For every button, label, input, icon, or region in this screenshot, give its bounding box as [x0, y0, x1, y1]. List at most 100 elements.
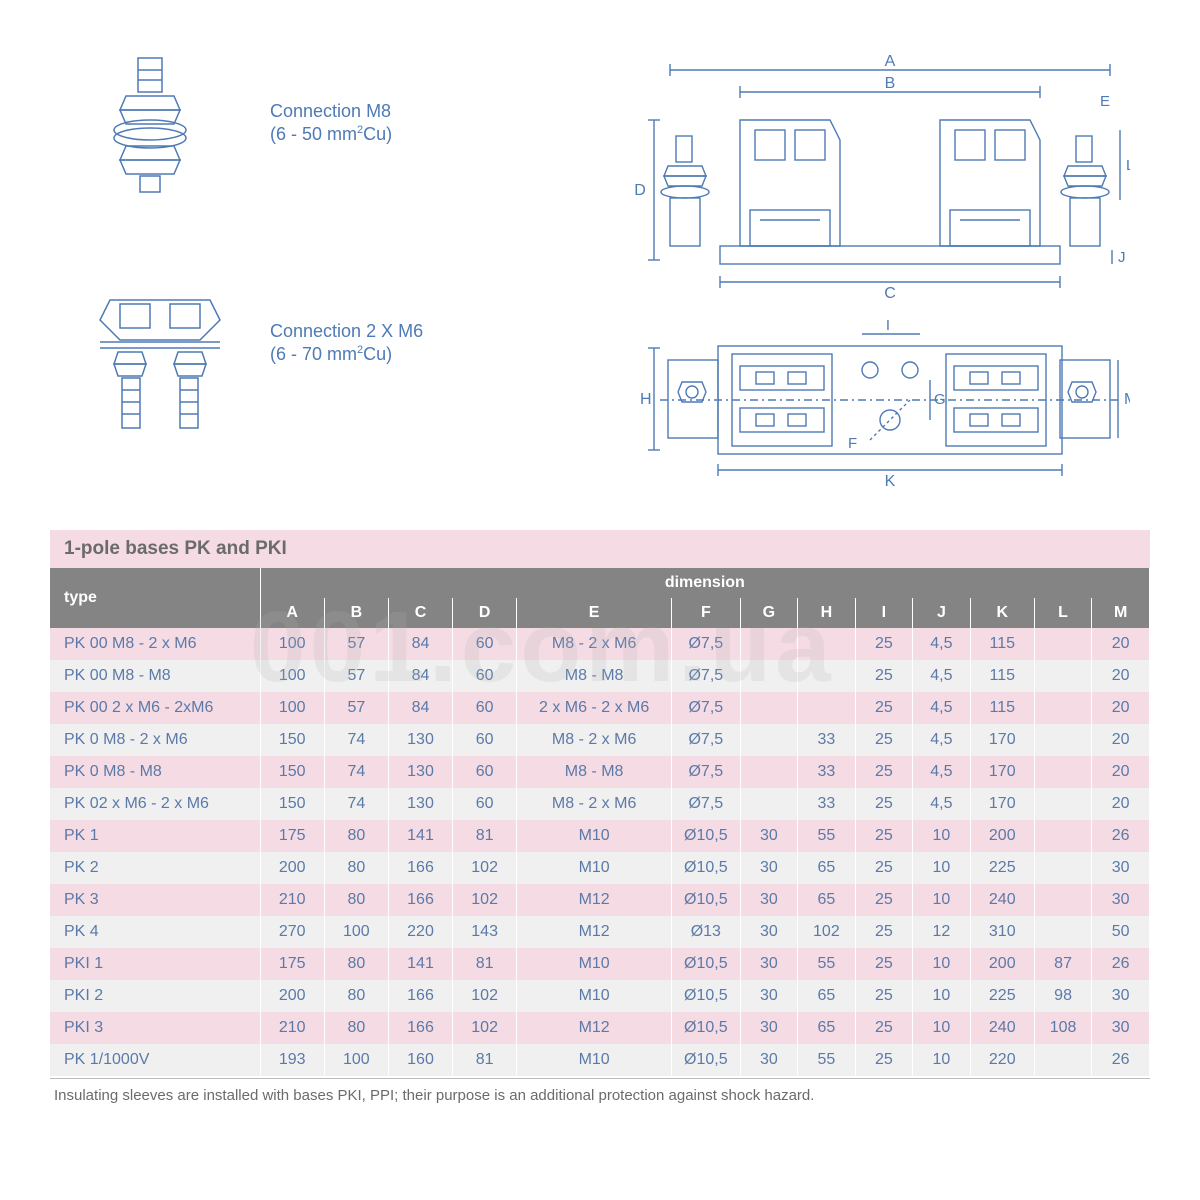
value-cell: M10 [517, 820, 672, 852]
table-row: PK 00 2 x M6 - 2xM61005784602 x M6 - 2 x… [50, 692, 1150, 724]
type-cell: PK 4 [50, 916, 260, 948]
value-cell [1034, 724, 1092, 756]
value-cell: 20 [1092, 756, 1150, 788]
value-cell: 115 [970, 660, 1034, 692]
value-cell: Ø7,5 [672, 788, 741, 820]
connection-m8-label: Connection M8 (6 - 50 mm2Cu) [270, 100, 392, 147]
value-cell: 33 [798, 788, 856, 820]
diagram-top-view: H M I [610, 320, 1130, 510]
conn1-line1: Connection M8 [270, 101, 391, 121]
conn1-line2b: Cu) [363, 124, 392, 144]
table-footnote: Insulating sleeves are installed with ba… [50, 1078, 1150, 1104]
value-cell: 10 [913, 852, 971, 884]
value-cell: 74 [324, 724, 388, 756]
value-cell: 4,5 [913, 692, 971, 724]
value-cell: 98 [1034, 980, 1092, 1012]
value-cell: 25 [855, 852, 913, 884]
value-cell: 60 [453, 660, 517, 692]
value-cell: 10 [913, 980, 971, 1012]
value-cell: 26 [1092, 820, 1150, 852]
value-cell [1034, 1044, 1092, 1076]
value-cell: M12 [517, 1012, 672, 1044]
col-header-D: D [453, 598, 517, 628]
value-cell: 30 [1092, 852, 1150, 884]
value-cell: 25 [855, 1012, 913, 1044]
value-cell: M10 [517, 1044, 672, 1076]
col-header-I: I [855, 598, 913, 628]
value-cell: M10 [517, 852, 672, 884]
value-cell: 30 [740, 1044, 798, 1076]
dim-B: B [885, 75, 896, 92]
value-cell: 55 [798, 1044, 856, 1076]
diagrams-area: Connection M8 (6 - 50 mm2Cu) Connection … [50, 50, 1150, 510]
value-cell [798, 660, 856, 692]
value-cell: 12 [913, 916, 971, 948]
value-cell: 30 [740, 1012, 798, 1044]
value-cell: 270 [260, 916, 324, 948]
value-cell: 25 [855, 628, 913, 660]
value-cell: 60 [453, 692, 517, 724]
col-header-C: C [388, 598, 452, 628]
type-cell: PK 0 M8 - 2 x M6 [50, 724, 260, 756]
dim-L: L [1126, 157, 1130, 174]
value-cell [798, 692, 856, 724]
value-cell: Ø10,5 [672, 820, 741, 852]
value-cell: 50 [1092, 916, 1150, 948]
type-cell: PK 3 [50, 884, 260, 916]
value-cell: 80 [324, 820, 388, 852]
table-row: PK 4270100220143M12Ø1330102251231050 [50, 916, 1150, 948]
value-cell: 80 [324, 852, 388, 884]
value-cell: 200 [260, 852, 324, 884]
value-cell: Ø10,5 [672, 980, 741, 1012]
type-cell: PKI 1 [50, 948, 260, 980]
value-cell: 130 [388, 788, 452, 820]
value-cell: Ø7,5 [672, 660, 741, 692]
value-cell: 240 [970, 1012, 1034, 1044]
table-row: PK 00 M8 - M8100578460M8 - M8Ø7,5254,511… [50, 660, 1150, 692]
value-cell: M10 [517, 948, 672, 980]
type-cell: PKI 3 [50, 1012, 260, 1044]
value-cell: 240 [970, 884, 1034, 916]
value-cell: 166 [388, 852, 452, 884]
dim-I: I [886, 320, 890, 334]
dim-H: H [640, 391, 652, 408]
value-cell: M8 - 2 x M6 [517, 724, 672, 756]
conn2-line1: Connection 2 X M6 [270, 321, 423, 341]
header-dimension: dimension [260, 568, 1149, 598]
table-row: PK 02 x M6 - 2 x M61507413060M8 - 2 x M6… [50, 788, 1150, 820]
diagram-bolt-2xm6 [80, 270, 240, 470]
value-cell: 102 [453, 1012, 517, 1044]
value-cell [740, 692, 798, 724]
value-cell: 210 [260, 1012, 324, 1044]
value-cell: M8 - 2 x M6 [517, 628, 672, 660]
value-cell: 4,5 [913, 788, 971, 820]
col-header-J: J [913, 598, 971, 628]
value-cell: 57 [324, 660, 388, 692]
value-cell: 57 [324, 628, 388, 660]
value-cell: 175 [260, 948, 324, 980]
value-cell: 100 [260, 660, 324, 692]
value-cell: 30 [1092, 980, 1150, 1012]
value-cell: 74 [324, 788, 388, 820]
value-cell: 102 [453, 852, 517, 884]
col-header-E: E [517, 598, 672, 628]
value-cell: 60 [453, 628, 517, 660]
value-cell: 2 x M6 - 2 x M6 [517, 692, 672, 724]
value-cell: 20 [1092, 628, 1150, 660]
value-cell: 55 [798, 820, 856, 852]
dimension-table-section: 1-pole bases PK and PKI type dimension A… [50, 530, 1150, 1104]
type-cell: PK 02 x M6 - 2 x M6 [50, 788, 260, 820]
value-cell [1034, 660, 1092, 692]
dim-E: E [1100, 93, 1110, 110]
value-cell: 102 [798, 916, 856, 948]
conn1-line2a: (6 - 50 mm [270, 124, 357, 144]
type-cell: PK 0 M8 - M8 [50, 756, 260, 788]
table-row: PKI 321080166102M12Ø10,53065251024010830 [50, 1012, 1150, 1044]
col-header-M: M [1092, 598, 1150, 628]
value-cell: 100 [324, 916, 388, 948]
value-cell: 200 [970, 948, 1034, 980]
value-cell: 225 [970, 980, 1034, 1012]
value-cell: Ø7,5 [672, 692, 741, 724]
value-cell: 10 [913, 1044, 971, 1076]
value-cell [1034, 692, 1092, 724]
